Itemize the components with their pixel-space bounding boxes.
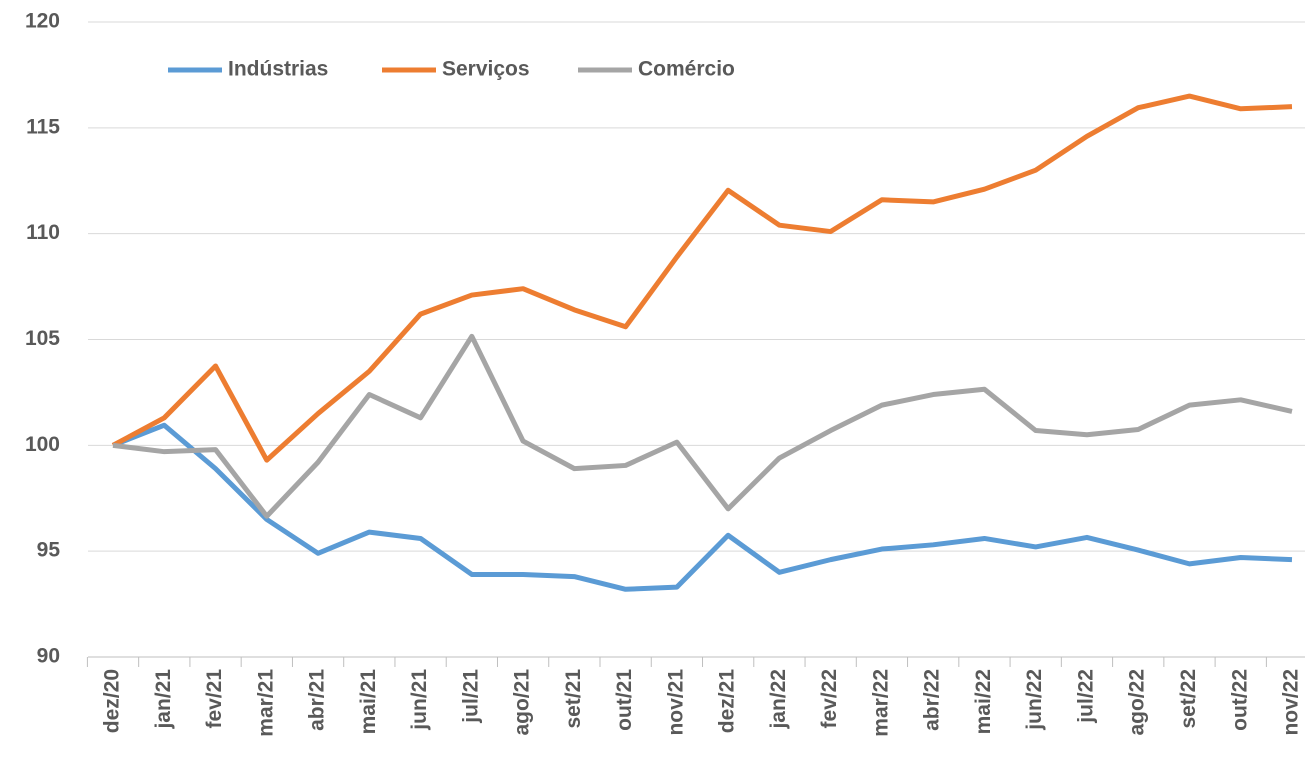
x-tick-label: jun/22 — [1023, 669, 1046, 731]
series-line — [111, 93, 1293, 463]
x-tick-label: out/21 — [613, 669, 636, 731]
x-tick-label: nov/22 — [1280, 669, 1303, 736]
legend-label: Serviços — [442, 58, 530, 81]
legend-label: Indústrias — [228, 58, 328, 81]
y-tick-label: 95 — [37, 539, 61, 562]
x-tick-label: fev/21 — [203, 669, 226, 729]
series-line — [112, 333, 1293, 519]
y-tick-label: 105 — [25, 327, 60, 350]
x-tick-label: set/21 — [562, 669, 585, 729]
series-line — [112, 422, 1293, 592]
x-tick-label: jan/21 — [152, 669, 175, 730]
x-tick-label: mar/21 — [254, 669, 277, 737]
x-tick-label: abr/21 — [306, 669, 329, 731]
x-tick-label: mar/22 — [869, 669, 892, 737]
x-tick-label: set/22 — [1177, 669, 1200, 729]
legend-label: Comércio — [638, 58, 735, 81]
x-tick-label: dez/21 — [716, 669, 739, 734]
y-tick-label: 120 — [25, 10, 60, 33]
x-tick-label: out/22 — [1228, 669, 1251, 731]
x-tick-label: jul/22 — [1074, 669, 1097, 724]
x-tick-label: jan/22 — [767, 669, 790, 730]
x-tick-label: jun/21 — [408, 669, 431, 731]
y-tick-label: 110 — [26, 221, 60, 244]
x-tick-label: nov/21 — [664, 669, 687, 736]
y-tick-label: 90 — [37, 645, 60, 668]
x-tick-label: mai/22 — [972, 669, 995, 734]
x-tick-label: fev/22 — [818, 669, 841, 729]
x-tick-label: abr/22 — [921, 669, 944, 731]
x-tick-label: mai/21 — [357, 669, 380, 735]
x-tick-label: ago/22 — [1126, 669, 1149, 736]
y-tick-label: 100 — [25, 433, 60, 456]
x-tick-label: dez/20 — [101, 669, 124, 733]
x-tick-label: ago/21 — [511, 669, 534, 736]
x-tick-label: jul/21 — [459, 669, 482, 724]
y-tick-label: 115 — [26, 115, 60, 138]
